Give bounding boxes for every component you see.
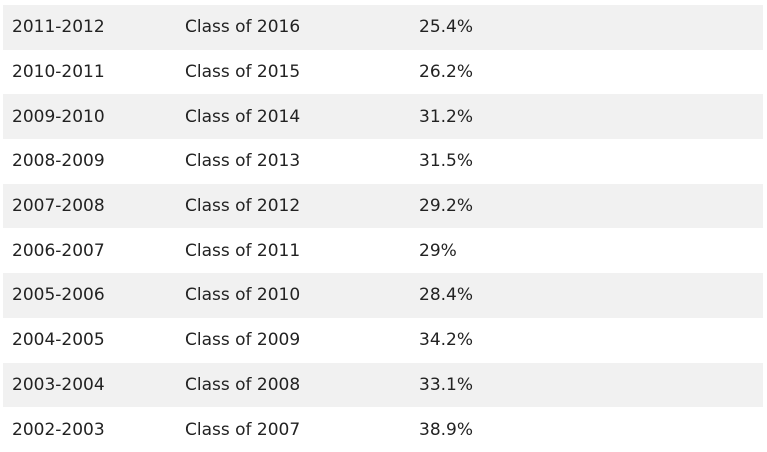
school-year-cell: 2010-2011 xyxy=(12,62,105,83)
rate-cell: 25.4% xyxy=(419,17,474,38)
rate-cell: 29.2% xyxy=(419,196,474,217)
school-year-cell: 2005-2006 xyxy=(12,285,105,306)
data-table: 2011-2012 Class of 2016 25.4% 2010-2011 … xyxy=(3,5,763,452)
school-year-cell: 2009-2010 xyxy=(12,106,105,127)
table-row: 2011-2012 Class of 2016 25.4% xyxy=(3,5,763,50)
rate-cell: 38.9% xyxy=(419,419,474,440)
school-year-cell: 2011-2012 xyxy=(12,17,105,38)
table-row: 2002-2003 Class of 2007 38.9% xyxy=(3,407,763,452)
table-row: 2007-2008 Class of 2012 29.2% xyxy=(3,183,763,229)
school-year-cell: 2004-2005 xyxy=(12,330,105,351)
rate-cell: 31.5% xyxy=(419,151,474,172)
rate-cell: 34.2% xyxy=(419,330,474,351)
class-cell: Class of 2009 xyxy=(185,330,301,351)
rate-cell: 33.1% xyxy=(419,374,474,395)
table-row: 2005-2006 Class of 2010 28.4% xyxy=(3,273,763,318)
class-cell: Class of 2015 xyxy=(185,62,301,83)
school-year-cell: 2006-2007 xyxy=(12,240,105,261)
table-row: 2004-2005 Class of 2009 34.2% xyxy=(3,318,763,363)
school-year-cell: 2002-2003 xyxy=(12,419,105,440)
rate-cell: 31.2% xyxy=(419,106,474,127)
class-cell: Class of 2007 xyxy=(185,419,301,440)
class-cell: Class of 2012 xyxy=(185,196,301,217)
school-year-cell: 2008-2009 xyxy=(12,151,105,172)
rate-cell: 29% xyxy=(419,240,457,261)
class-cell: Class of 2014 xyxy=(185,106,301,127)
table-row: 2003-2004 Class of 2008 33.1% xyxy=(3,362,763,408)
table-row: 2006-2007 Class of 2011 29% xyxy=(3,228,763,273)
table-row: 2008-2009 Class of 2013 31.5% xyxy=(3,139,763,184)
school-year-cell: 2003-2004 xyxy=(12,374,105,395)
class-cell: Class of 2013 xyxy=(185,151,301,172)
table-row: 2010-2011 Class of 2015 26.2% xyxy=(3,50,763,95)
rate-cell: 28.4% xyxy=(419,285,474,306)
class-cell: Class of 2008 xyxy=(185,374,301,395)
class-cell: Class of 2011 xyxy=(185,240,301,261)
school-year-cell: 2007-2008 xyxy=(12,196,105,217)
class-cell: Class of 2016 xyxy=(185,17,301,38)
class-cell: Class of 2010 xyxy=(185,285,301,306)
rate-cell: 26.2% xyxy=(419,62,474,83)
table-row: 2009-2010 Class of 2014 31.2% xyxy=(3,94,763,140)
